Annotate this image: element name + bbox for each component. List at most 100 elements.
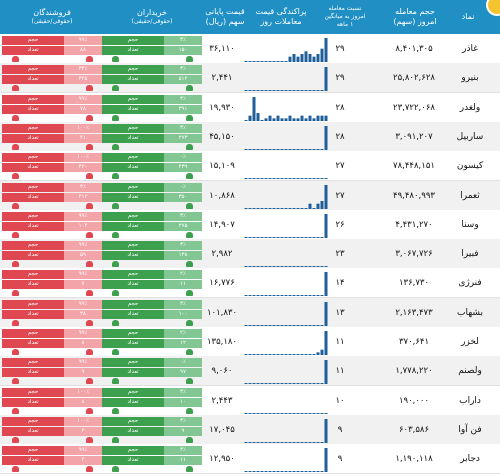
row-price-spread-chart: [244, 34, 328, 64]
header-spark: پراکندگی قیمت معاملات روز: [255, 7, 307, 26]
person-icon: [186, 436, 193, 443]
spark-bar: [308, 412, 312, 414]
bar-segment-label: حجم: [2, 446, 64, 456]
bar-segment-label: تعداد: [102, 456, 164, 466]
table-row[interactable]: داراب ۱۹۰,۰۰۰ ۱۰ ۲,۴۴۳ حجم ۳٪ تعداد ۱۰ حجم ۱۰۰٪ تع…: [0, 385, 500, 416]
spark-bar: [308, 115, 312, 121]
spark-bar: [272, 354, 276, 355]
spark-bar: [296, 412, 300, 414]
row-sellers-bars: حجم ۳۳٪ تعداد ۳۲۵: [2, 65, 102, 92]
spark-bar: [320, 441, 324, 443]
person-icon: [12, 466, 19, 473]
table-row[interactable]: غاذر ۸,۴۰۱,۳۰۵ ۲۹ ۳۶,۱۱۰ حجم ۳٪ تعداد ۱۵۰ حجم ۹۹٪…: [0, 34, 500, 64]
table-row[interactable]: ثعمرا ۴۹,۴۸۰,۹۹۳ ۲۷ ۱۰,۸۶۸ حجم ۰٪ تعداد ۳۵۰ حجم ۴…: [0, 180, 500, 211]
spark-bar: [312, 266, 316, 268]
spark-bar: [288, 266, 292, 268]
spark-bar: [284, 324, 288, 326]
spark-bar: [304, 148, 308, 150]
spark-bar: [316, 54, 320, 62]
bar-segment-label: حجم: [102, 416, 164, 426]
row-price-spread-chart: [244, 210, 328, 240]
spark-bar: [280, 148, 284, 150]
spark-bar: [288, 56, 292, 62]
spark-bar: [284, 148, 288, 150]
spark-bar: [288, 324, 292, 326]
spark-bar: [288, 115, 292, 121]
spark-bar: [308, 178, 312, 180]
spark-bar: [324, 448, 328, 473]
spark-bar: [288, 207, 292, 209]
spark-bar: [264, 90, 268, 92]
person-icon: [112, 231, 119, 238]
bar-value: ۹۹٪: [64, 241, 102, 251]
row-buyers-bars: حجم ۳٪ تعداد ۵۱۲: [102, 65, 202, 92]
table-row[interactable]: بشهاب ۲,۱۶۳,۴۷۳ ۱۳ ۱۰۱,۸۳۰ حجم ۳٪ تعداد ۱۰۰ حجم ۹…: [0, 297, 500, 328]
table-row[interactable]: وسنا ۴,۴۳۱,۲۷۰ ۲۶ ۱۴,۹۰۷ حجم ۳٪ تعداد ۲۷۵ حجم ۹۹٪…: [0, 209, 500, 240]
table-row[interactable]: فن آوا ۶۰۳,۵۸۶ ۹ ۱۷,۰۴۵ حجم ۳٪ تعداد ۹ حجم ۱۰۰٪ تع…: [0, 414, 500, 445]
row-volume: ۲۵,۸۰۲,۶۲۸: [393, 73, 435, 84]
person-icon: [86, 143, 93, 150]
row-sellers-bars: حجم ۹۹٪ تعداد ۸: [2, 329, 102, 355]
spark-bar: [300, 90, 304, 92]
row-price-spread-chart: [244, 239, 328, 269]
row-buyers-bars: حجم ۰٪ تعداد ۴۳۹: [102, 153, 202, 180]
spark-bar: [308, 90, 312, 92]
table-row[interactable]: کیسون ۷۸,۴۴۸,۱۵۱ ۲۷ ۱۵,۱۰۹ حجم ۰٪ تعداد ۴۳۹ حجم ۱…: [0, 151, 500, 182]
table-row[interactable]: فبیرا ۳,۰۶۷,۷۲۶ ۲۳ ۲,۹۸۲ حجم ۳٪ تعداد ۱۳۸ حجم ۹۹٪…: [0, 239, 500, 270]
bar-value: ۳٪: [164, 416, 202, 426]
row-volume: ۱,۷۷۸,۲۲۰: [395, 366, 433, 377]
spark-bar: [324, 38, 328, 62]
table-row[interactable]: ساربیل ۳,۰۹۱,۲۰۷ ۲۸ ۴۵,۱۵۰ حجم ۳٪ تعداد ۲۷۳ حجم ۱…: [0, 121, 500, 152]
spark-bar: [260, 207, 264, 209]
bar-segment-label: تعداد: [2, 163, 64, 173]
spark-bar: [260, 383, 264, 385]
spark-bar: [284, 471, 288, 473]
spark-bar: [316, 236, 320, 238]
spark-bar: [288, 354, 292, 355]
spark-bar: [276, 354, 280, 355]
spark-bar: [296, 266, 300, 268]
table-row[interactable]: فنرژی ۱۳۶,۷۳۰ ۱۴ ۱۶,۷۷۶ حجم ۲٪ تعداد ۱۱ حجم ۹۹٪ تع…: [0, 268, 500, 299]
row-price-spread-chart: [244, 122, 328, 152]
table-row[interactable]: ولصنم ۱,۷۷۸,۲۲۰ ۱۱ ۹,۰۶۰ حجم ۰٪ تعداد ۹۷ حجم ۹۹٪ ت…: [0, 356, 500, 387]
bar-segment-label: حجم: [2, 65, 64, 75]
bar-value: ۳٪: [164, 241, 202, 251]
spark-bar: [316, 295, 320, 297]
spark-bar: [300, 236, 304, 238]
bar-segment-label: حجم: [102, 299, 164, 309]
spark-bar: [248, 61, 252, 62]
table-row[interactable]: ولغدر ۲۳,۷۲۲,۰۶۸ ۲۸ ۱۹,۹۳۰ حجم ۳٪ تعداد ۳۹۱ حجم ۹…: [0, 92, 500, 123]
spark-bar: [280, 295, 284, 297]
spark-bar: [260, 412, 264, 414]
spark-bar: [264, 148, 268, 150]
person-icon: [186, 466, 193, 473]
bar-segment-label: حجم: [2, 211, 64, 221]
spark-bar: [256, 354, 260, 355]
spark-bar: [272, 117, 276, 121]
row-price-spread-chart: [244, 356, 328, 386]
spark-bar: [308, 471, 312, 473]
spark-bar: [304, 90, 308, 92]
spark-bar: [276, 207, 280, 209]
person-icon: [12, 85, 19, 92]
bar-segment-label: حجم: [102, 182, 164, 192]
row-ratio: ۲۹: [335, 44, 345, 54]
table-row[interactable]: دجابر ۱,۱۹۰,۱۱۸ ۹ ۱۲,۹۵۰ حجم ۳٪ تعداد ۱۱ حجم ۹۹٪ ت…: [0, 444, 500, 474]
bar-segment-label: تعداد: [2, 426, 64, 436]
spark-bar: [312, 441, 316, 443]
table-row[interactable]: لخزر ۳۷۰,۶۴۱ ۱۱ ۱۳۵,۱۸۰ حجم ۲٪ تعداد ۱۲ حجم ۹۹٪ تع…: [0, 327, 500, 357]
spark-bar: [296, 90, 300, 92]
spark-bar: [268, 441, 272, 443]
table-row[interactable]: بنیرو ۲۵,۸۰۲,۶۲۸ ۲۹ ۲,۴۴۱ حجم ۳٪ تعداد ۵۱۲ حجم ۳۳…: [0, 63, 500, 94]
spark-bar: [260, 119, 264, 121]
bar-value: ۴٪: [64, 182, 102, 192]
spark-bar: [312, 117, 316, 121]
spark-bar: [248, 383, 252, 385]
spark-bar: [288, 441, 292, 443]
bar-value: ۱۳۸: [164, 251, 202, 261]
spark-bar: [244, 236, 248, 238]
bar-segment-label: تعداد: [102, 339, 164, 348]
spark-bar: [276, 324, 280, 326]
bar-value: ۱۰۰٪: [64, 153, 102, 163]
bar-value: ۱۰۰٪: [64, 387, 102, 397]
